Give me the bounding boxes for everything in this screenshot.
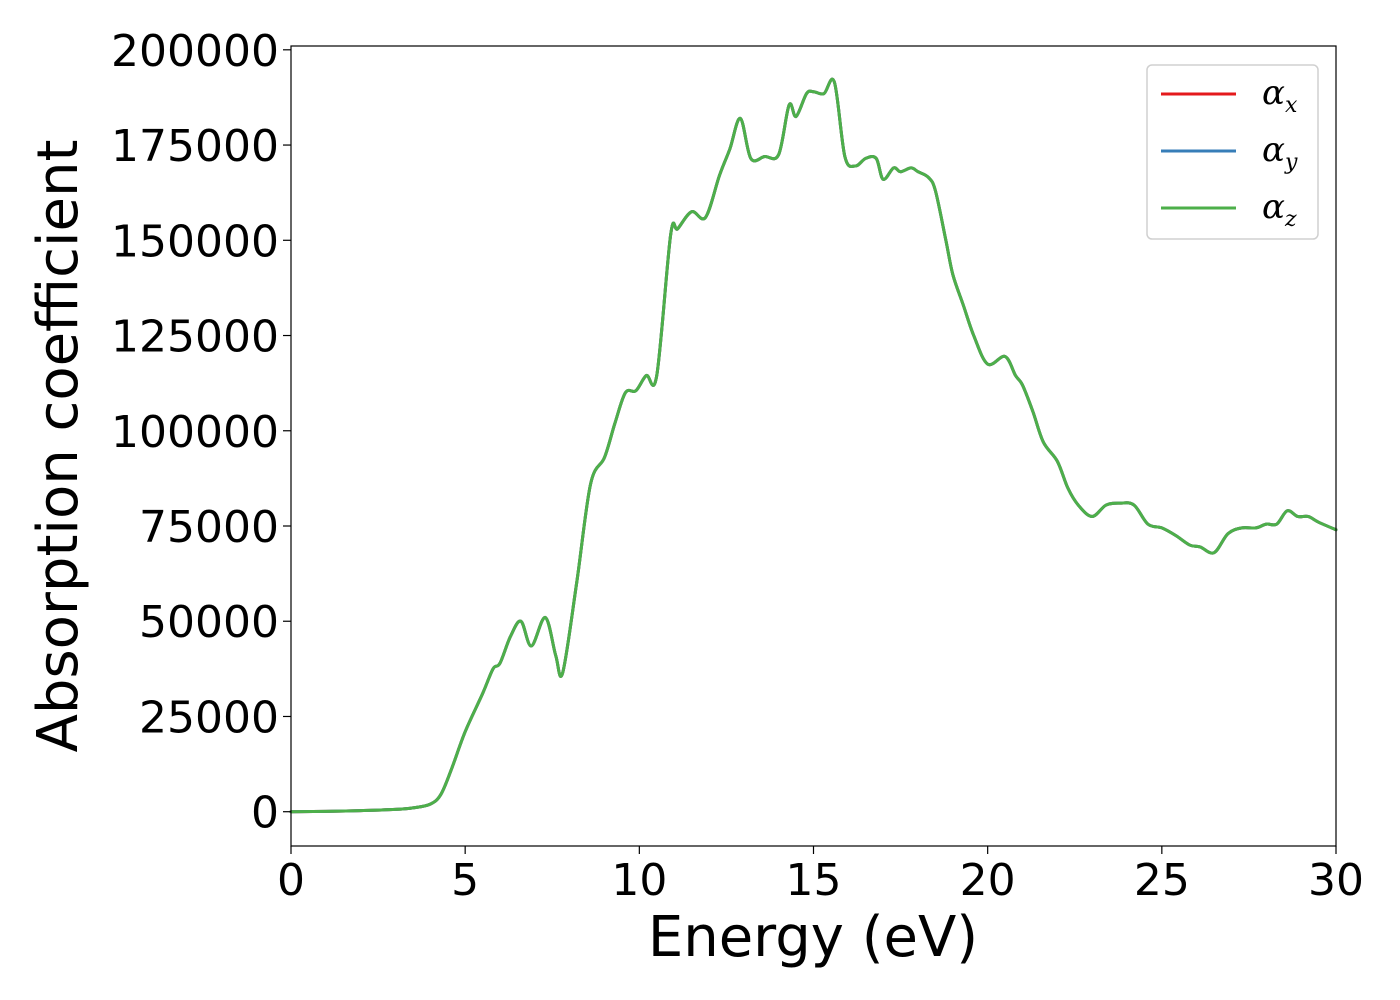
y-tick-label: 50000 xyxy=(139,597,279,648)
y-tick-label: 75000 xyxy=(139,502,279,553)
x-axis: 0 5 10 15 20 25 30 xyxy=(277,846,1364,906)
x-tick-label: 0 xyxy=(277,855,305,906)
x-tick-label: 10 xyxy=(611,855,667,906)
x-tick-label: 5 xyxy=(451,855,479,906)
y-tick-label: 0 xyxy=(251,788,279,839)
y-tick-label: 125000 xyxy=(111,312,279,363)
legend-label-y: αy xyxy=(1262,130,1298,175)
series-layer xyxy=(289,77,1338,814)
x-tick-label: 15 xyxy=(786,855,842,906)
series-line-z xyxy=(289,77,1338,814)
legend-label-z: αz xyxy=(1262,187,1297,232)
y-tick-label: 200000 xyxy=(111,26,279,77)
y-tick-label: 25000 xyxy=(139,692,279,743)
x-tick-label: 30 xyxy=(1308,855,1364,906)
x-axis-title: Energy (eV) xyxy=(648,905,978,970)
y-tick-label: 100000 xyxy=(111,407,279,458)
x-tick-label: 20 xyxy=(960,855,1016,906)
y-axis: 0 25000 50000 75000 100000 125000 150000 175000… xyxy=(111,26,291,839)
y-tick-label: 175000 xyxy=(111,121,279,172)
y-axis-title: Absorption coefficient xyxy=(26,140,91,753)
legend-label-x: αx xyxy=(1262,73,1298,118)
x-tick-label: 25 xyxy=(1134,855,1190,906)
y-tick-label: 150000 xyxy=(111,216,279,267)
legend: αx αy αz xyxy=(1146,64,1319,240)
